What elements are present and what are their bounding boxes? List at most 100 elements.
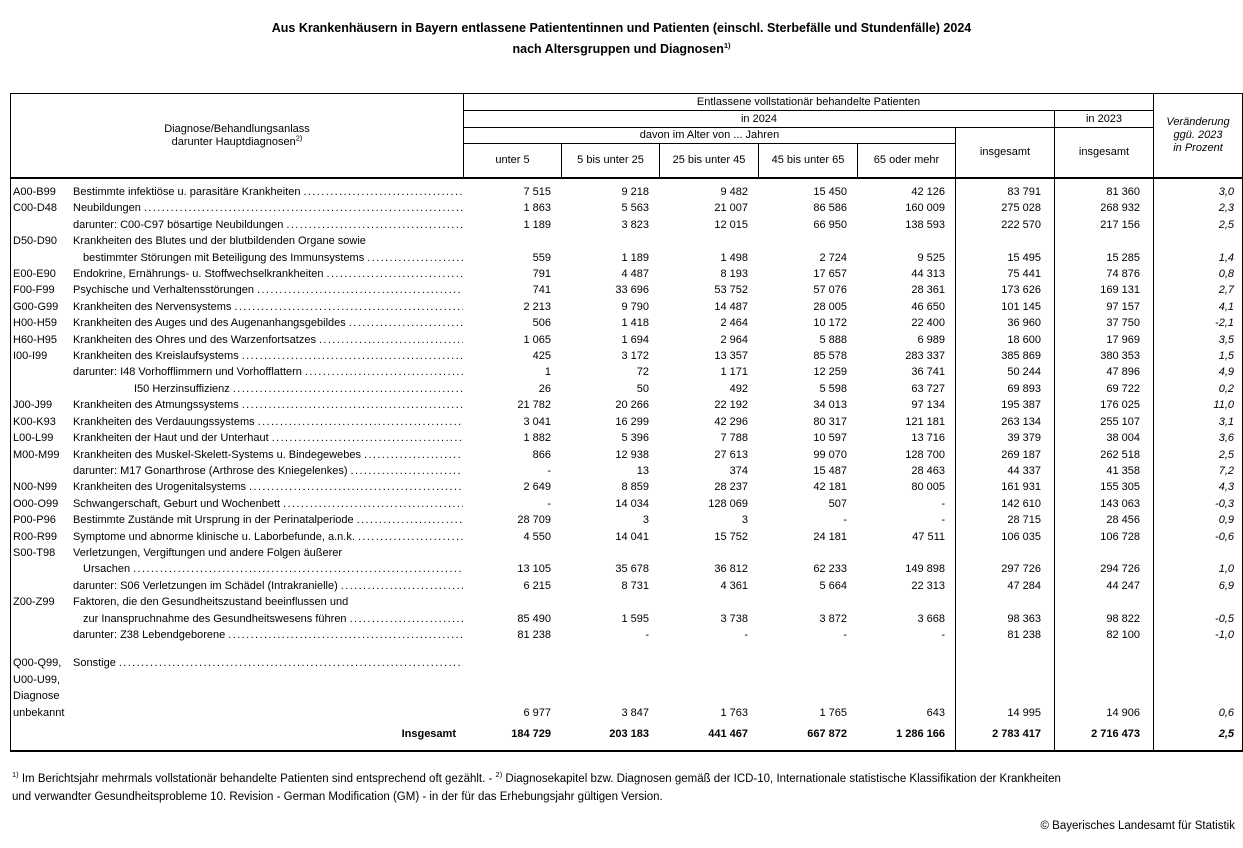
header-age-5-25: 5 bis unter 25 [561,144,659,177]
row-value: 195 387 [955,397,1054,414]
row-value: 4,1 [1153,298,1242,316]
row-value: 42 296 [714,415,748,428]
row-value: 559 [532,251,551,264]
row-value: 17 969 [1054,331,1153,349]
spacer-cell [1153,721,1242,726]
row-value: 47 511 [912,530,945,543]
row-value: 44 337 [955,462,1054,480]
row-label: Symptome und abnorme klinische u. Laborb… [73,529,463,545]
spacer-cell [857,742,955,750]
row-label: Bestimmte Zustände mit Ursprung in der P… [73,512,463,528]
row-value: 2 213 [523,300,551,313]
row-value: 1 863 [523,202,551,215]
row-value: - [843,628,847,641]
row-code: A00-B99 [13,186,56,198]
row-value: 17 657 [813,268,847,281]
row-value: 492 [729,382,748,395]
row-value: -0,3 [1153,495,1242,513]
row-label: Krankheiten des Atmungssystems [73,397,463,413]
row-label: Krankheiten des Muskel-Skelett-Systems u… [73,447,463,463]
row-value: 47 284 [955,577,1054,595]
footnote-marker-1: 1) [12,770,19,780]
row-value: - [843,514,847,527]
row-value: 142 610 [955,495,1054,513]
row-value: 3,6 [1153,430,1242,447]
row-value: 160 009 [905,202,945,215]
row-value: 506 [532,317,551,330]
row-value: 83 791 [955,184,1054,201]
row-value: 99 070 [813,448,847,461]
row-value: 1 763 [720,706,748,719]
row-value: 53 752 [714,284,748,297]
row-value: 7 788 [720,432,748,445]
row-label: darunter: Z38 Lebendgeborene [73,627,463,643]
row-value: 10 172 [813,317,847,330]
spacer-cell [659,742,758,750]
spacer-cell [561,643,659,655]
row-code: C00-D48 [13,202,58,215]
row-value: -0,6 [1153,528,1242,545]
row-value: 13 357 [714,350,748,363]
spacer-cell [11,742,73,750]
row-value: 50 [636,382,649,395]
table-header: Diagnose/Behandlungsanlass darunter Haup… [11,94,1242,179]
row-value: 2 464 [720,317,748,330]
row-value: 80 005 [911,481,945,494]
row-value: 18 600 [955,331,1054,349]
header-diagnose-line1: Diagnose/Behandlungsanlass [164,122,310,135]
row-label: Krankheiten des Urogenitalsystems [73,479,463,495]
row-value: -0,5 [1153,594,1242,627]
row-value: 4 550 [523,530,551,543]
row-value: 69 893 [955,380,1054,398]
row-value: 28 463 [911,464,945,477]
header-entlassene: Entlassene vollstationär behandelte Pati… [463,94,1153,111]
row-value: 21 782 [517,399,551,412]
row-value: 28 715 [955,512,1054,529]
row-value: 63 727 [911,382,945,395]
row-value: 380 353 [1054,348,1153,365]
row-value: 37 750 [1054,315,1153,332]
row-value: 217 156 [1054,216,1153,234]
row-value: 203 183 [609,728,649,740]
row-value: 14 041 [615,530,649,543]
row-value: 3,1 [1153,413,1242,431]
row-label: I50 Herzinsuffizienz [73,381,463,397]
row-label: Verletzungen, Vergiftungen und andere Fo… [73,545,463,578]
row-value: 1 [544,366,551,379]
row-value: 1 189 [523,218,551,231]
row-value: 143 063 [1054,495,1153,513]
row-label: Schwangerschaft, Geburt und Wochenbett [73,496,463,512]
row-value: 667 872 [807,728,847,740]
row-value: 106 035 [955,528,1054,545]
row-value: 13 105 [517,563,551,576]
row-value: 374 [729,464,748,477]
header-diagnose-marker: 2) [295,132,303,142]
row-value: 294 726 [1054,544,1153,578]
row-value: 39 379 [955,430,1054,447]
row-code: Q00-Q99, U00-U99, Diagnose unbekannt [13,657,65,719]
row-value: 38 004 [1054,430,1153,447]
row-value: 4 361 [720,579,748,592]
row-value: 36 812 [714,563,748,576]
spacer-cell [659,643,758,655]
row-label: Krankheiten des Ohres und des Warzenfort… [73,332,463,348]
row-value: 173 626 [955,282,1054,299]
row-value: 0,8 [1153,266,1242,283]
row-value: 791 [532,268,551,281]
row-value: 27 613 [714,448,748,461]
row-code [11,217,73,233]
row-value: 2,7 [1153,282,1242,299]
row-code [11,381,73,397]
row-value: 97 134 [911,399,945,412]
row-code: G00-G99 [13,300,59,313]
row-label: Krankheiten der Haut und der Unterhaut [73,430,463,446]
row-code: S00-T98 [13,546,56,559]
row-label: Krankheiten des Blutes und der blutbilde… [73,233,463,266]
row-value: 3 823 [621,218,649,231]
row-label: Krankheiten des Kreislaufsystems [73,348,463,364]
header-in-2023: in 2023 [1054,111,1153,128]
spacer-cell [955,742,1054,751]
row-value: 6,9 [1153,577,1242,595]
row-value: 297 726 [955,544,1054,578]
